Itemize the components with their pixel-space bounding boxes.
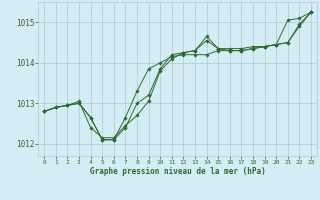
X-axis label: Graphe pression niveau de la mer (hPa): Graphe pression niveau de la mer (hPa) <box>90 167 266 176</box>
